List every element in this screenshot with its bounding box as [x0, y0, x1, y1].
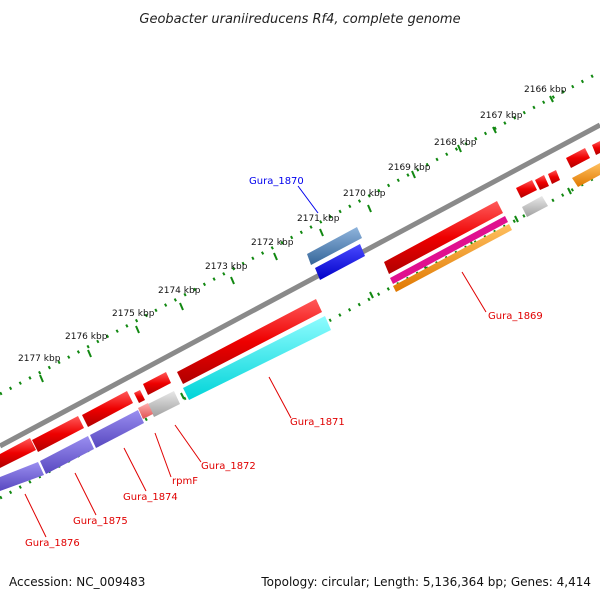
tick-marks	[39, 95, 554, 383]
gene-cds[interactable]	[516, 180, 537, 198]
gene-label-gura-1872[interactable]: Gura_1872	[201, 461, 256, 472]
gene-cds[interactable]	[566, 148, 590, 168]
gene-cds[interactable]	[592, 141, 600, 155]
tick-label: 2176 kbp	[65, 332, 108, 342]
gene-rpmf[interactable]	[138, 403, 153, 419]
gene-label-gura-1871[interactable]: Gura_1871	[290, 417, 345, 428]
gene-label-gura-1869[interactable]: Gura_1869	[488, 311, 543, 322]
gene-cds[interactable]	[82, 391, 133, 427]
gene-cds[interactable]	[0, 438, 36, 468]
tick-label: 2175 kbp	[112, 309, 155, 319]
topology-text: Topology: circular; Length: 5,136,364 bp…	[260, 575, 591, 589]
gene-label-gura-1876[interactable]: Gura_1876	[25, 538, 80, 549]
tick-label: 2177 kbp	[18, 354, 61, 364]
gene-gura-1876[interactable]	[0, 462, 44, 491]
gene-cds[interactable]	[535, 175, 549, 190]
gene-label-gura-1875[interactable]: Gura_1875	[73, 516, 128, 527]
gene-gura-1870-top[interactable]	[307, 227, 362, 265]
gene-cds[interactable]	[548, 170, 560, 184]
tick-labels: 2166 kbp 2167 kbp 2168 kbp 2169 kbp 2170…	[18, 85, 567, 364]
gene-gray[interactable]	[522, 196, 548, 217]
gene-gura-1874[interactable]	[90, 410, 144, 448]
tick-label: 2171 kbp	[297, 214, 340, 224]
map-title: Geobacter uraniireducens Rf4, complete g…	[139, 12, 460, 27]
genes-inner	[0, 141, 600, 491]
callout-lines	[24, 185, 487, 538]
gene-gura-1869-magenta[interactable]	[390, 216, 508, 284]
tick-label: 2173 kbp	[205, 262, 248, 272]
gene-gura-1869-red[interactable]	[384, 201, 503, 274]
genes-outer	[307, 227, 365, 280]
tick-label: 2172 kbp	[251, 238, 294, 248]
gene-cds[interactable]	[134, 390, 145, 403]
tick-label: 2167 kbp	[480, 111, 523, 121]
gene-label-rpmf[interactable]: rpmF	[172, 476, 198, 487]
tick-label: 2170 kbp	[343, 189, 386, 199]
gene-labels: Gura_1870 Gura_1869 Gura_1871 Gura_1872 …	[25, 176, 543, 549]
gene-gura-1870[interactable]	[315, 244, 365, 280]
gene-orange[interactable]	[572, 163, 600, 187]
gene-cds[interactable]	[32, 416, 84, 452]
gene-gura-1875[interactable]	[40, 436, 94, 474]
gene-gura-1872[interactable]	[148, 391, 180, 417]
gene-gura-1871[interactable]	[183, 316, 331, 400]
gene-gura-1869[interactable]	[393, 224, 512, 292]
gene-gura-1871-red[interactable]	[177, 299, 322, 384]
accession-text: Accession: NC_009483	[9, 575, 145, 589]
genome-backbone	[0, 122, 600, 449]
tick-label: 2174 kbp	[158, 286, 201, 296]
gene-cds[interactable]	[143, 372, 171, 395]
gene-label-gura-1874[interactable]: Gura_1874	[123, 492, 178, 503]
gene-label-gura-1870[interactable]: Gura_1870	[249, 176, 304, 187]
tick-label: 2166 kbp	[524, 85, 567, 95]
tick-label: 2168 kbp	[434, 138, 477, 148]
tick-label: 2169 kbp	[388, 163, 431, 173]
